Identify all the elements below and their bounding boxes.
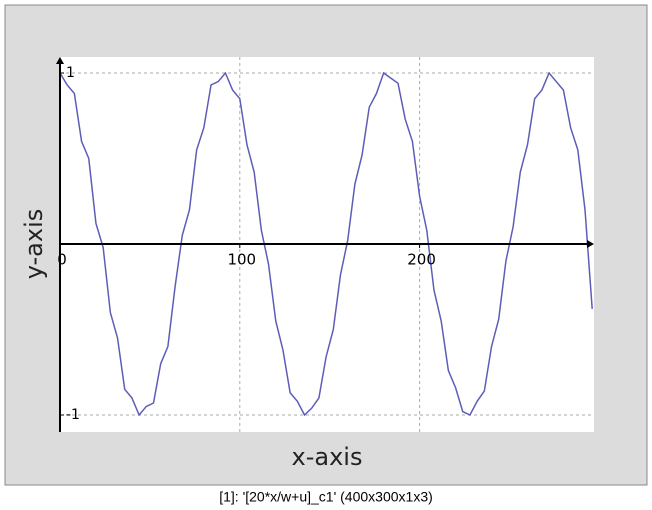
axes: -1 1 0 100 200: [56, 57, 594, 432]
y-axis-arrow: [56, 57, 64, 64]
x-axis-label: x-axis: [292, 443, 363, 471]
caption: [1]: '[20*x/w+u]_c1' (400x300x1x3): [219, 489, 433, 505]
data-line: [59, 71, 593, 417]
y-tick-label: -1: [66, 407, 80, 423]
y-axis-label: y-axis: [20, 209, 48, 280]
x-tick-label: 200: [407, 251, 436, 269]
x-tick-label: 100: [227, 251, 256, 269]
x-tick-label: 0: [57, 251, 67, 269]
lines: [59, 71, 593, 417]
x-axis-arrow: [587, 240, 594, 248]
y-tick-label: 1: [66, 65, 75, 81]
